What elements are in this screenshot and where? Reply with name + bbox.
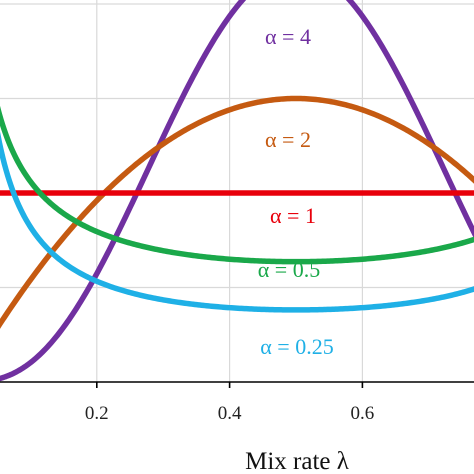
series-label-alpha-2: α = 2 [265, 127, 311, 152]
series-line-alpha-2 [0, 95, 474, 329]
series-lines [0, 0, 474, 382]
axes [0, 381, 474, 388]
x-tick-labels: 0.2 0.4 0.6 [85, 403, 374, 424]
x-tick-label: 0.6 [351, 403, 375, 424]
series-label-alpha-0-5: α = 0.5 [258, 257, 320, 282]
series-label-alpha-1: α = 1 [270, 203, 316, 228]
series-line-alpha-0-25 [0, 131, 474, 313]
series-label-alpha-4: α = 4 [265, 24, 311, 49]
x-tick-label: 0.4 [218, 403, 242, 424]
series-line-alpha-0-5 [0, 105, 474, 265]
series-label-alpha-0-25: α = 0.25 [260, 334, 333, 359]
x-axis-label: Mix rate λ [245, 448, 349, 474]
series-line-alpha-4 [0, 0, 474, 382]
x-tick-label: 0.2 [85, 403, 109, 424]
series-labels: α = 4 α = 2 α = 1 α = 0.5 α = 0.25 [258, 24, 334, 359]
